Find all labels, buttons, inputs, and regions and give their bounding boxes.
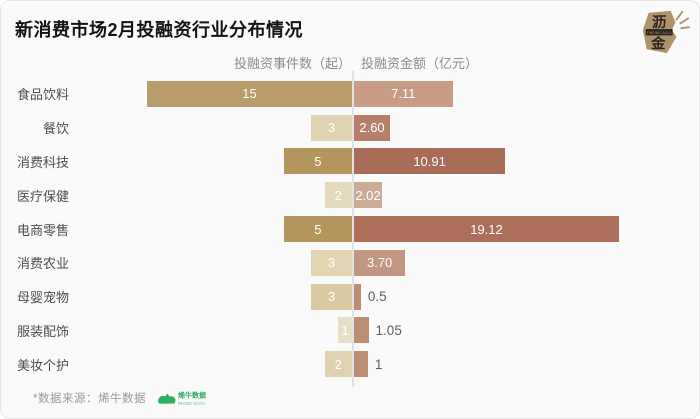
center-axis-line [352,71,354,387]
chart-row: 餐饮 3 2.60 [1,111,699,145]
events-value: 15 [242,86,257,102]
chart-row: 消费科技 5 10.91 [1,145,699,179]
logo-char-bottom: 金 [650,34,666,52]
amount-value: 1.05 [375,322,402,338]
events-value: 3 [327,289,336,305]
lijin-gold-logo: 沥 FINDING GOLD 金 [637,7,691,57]
left-axis-header: 投融资事件数（起） [234,56,352,71]
chart-row: 医疗保健 2 2.02 [1,178,699,212]
chart-row: 食品饮料 15 7.11 [1,77,699,111]
events-value: 3 [327,255,336,271]
chart-row: 美妆个护 2 1 [1,347,699,381]
events-value: 5 [314,221,322,237]
amount-value: 10.91 [413,153,446,169]
events-bar: 2 [324,351,352,378]
chart-row: 电商零售 5 19.12 [1,212,699,246]
events-value: 1 [341,322,349,338]
amount-bar: 7.11 [354,80,453,107]
chart-rows: 食品饮料 15 7.11 餐饮 3 2.60 消费科技 5 10.91 医疗保健… [1,77,699,381]
events-bar: 3 [311,114,352,141]
logo-char-top: 沥 [652,14,666,31]
logo-band-text: FINDING GOLD [647,31,672,35]
category-label: 美妆个护 [16,357,69,373]
category-label: 医疗保健 [16,188,69,204]
amount-value: 0.5 [367,289,387,305]
events-bar: 1 [338,317,352,344]
events-value: 3 [327,120,336,136]
amount-bar: 1 [354,351,382,378]
events-bar: 5 [283,216,352,243]
chart-row: 消费农业 3 3.70 [1,246,699,280]
rhino-logo-cn: 烯牛数据 [178,391,206,400]
amount-value: 2.02 [355,187,381,203]
amount-bar: 1.05 [354,317,402,344]
events-bar: 3 [311,283,352,310]
category-label: 食品饮料 [16,87,69,103]
chart-row: 母婴宠物 3 0.5 [1,280,699,314]
chart-row: 服装配饰 1 1.05 [1,314,699,348]
category-label: 消费科技 [16,154,69,170]
events-value: 2 [334,187,342,203]
amount-value: 7.11 [391,86,416,102]
amount-bar: 2.60 [354,114,391,141]
category-label: 母婴宠物 [16,290,69,306]
rhino-logo-en: RHINO DATA [178,401,205,406]
amount-bar: 3.70 [354,249,406,276]
amount-bar: 2.02 [354,182,382,209]
amount-bar: 10.91 [354,148,506,175]
amount-bar: 0.5 [354,283,387,310]
events-bar: 5 [283,148,352,175]
category-label: 消费农业 [16,256,69,272]
events-bar: 2 [324,182,352,209]
page-title: 新消费市场2月投融资行业分布情况 [15,20,304,40]
category-label: 服装配饰 [16,323,69,339]
amount-value: 19.12 [470,221,503,237]
data-source-note: *数据来源：烯牛数据 [33,393,146,405]
events-value: 5 [314,153,322,169]
rhino-data-logo: 烯牛数据 RHINO DATA [157,391,206,406]
gold-nugget-icon: 沥 FINDING GOLD 金 [642,10,690,54]
footer: *数据来源：烯牛数据 烯牛数据 RHINO DATA [33,387,220,409]
events-bar: 15 [147,80,352,107]
amount-value: 1 [374,356,383,372]
category-label: 餐饮 [42,121,69,137]
right-axis-header: 投融资金额（亿元） [361,56,479,71]
events-bar: 3 [311,249,352,276]
amount-bar: 19.12 [354,216,619,243]
amount-value: 3.70 [366,255,393,271]
category-label: 电商零售 [16,222,69,238]
amount-value: 2.60 [359,120,385,136]
events-value: 2 [334,356,342,372]
